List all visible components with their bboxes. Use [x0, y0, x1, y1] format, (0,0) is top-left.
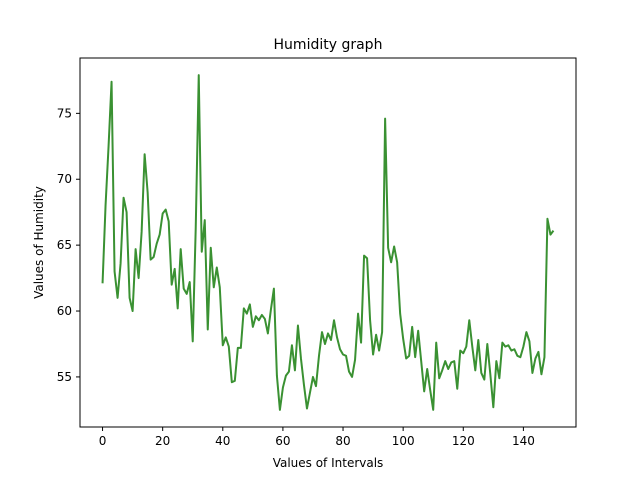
- y-tick-label: 60: [57, 304, 72, 318]
- x-tick-label: 80: [335, 434, 350, 448]
- y-axis-label: Values of Humidity: [32, 186, 46, 299]
- y-axis-ticks: 55 60 65 70 75: [57, 106, 80, 384]
- x-tick-label: 20: [155, 434, 170, 448]
- y-tick-label: 75: [57, 106, 72, 120]
- humidity-series-line: [101, 74, 555, 411]
- x-tick-label: 60: [275, 434, 290, 448]
- plot-frame: [79, 57, 577, 428]
- x-tick-label: 120: [452, 434, 475, 448]
- y-tick-label: 70: [57, 172, 72, 186]
- x-axis-ticks: 0 20 40 60 80 100 120 140: [99, 427, 535, 448]
- x-tick-label: 100: [392, 434, 415, 448]
- y-tick-label: 55: [57, 370, 72, 384]
- x-axis-label: Values of Intervals: [273, 456, 384, 470]
- chart-title: Humidity graph: [274, 37, 383, 53]
- series-layer: [101, 74, 555, 411]
- x-tick-label: 40: [215, 434, 230, 448]
- y-tick-label: 65: [57, 238, 72, 252]
- x-tick-label: 140: [512, 434, 535, 448]
- x-tick-label: 0: [99, 434, 107, 448]
- plot-area: [80, 58, 576, 427]
